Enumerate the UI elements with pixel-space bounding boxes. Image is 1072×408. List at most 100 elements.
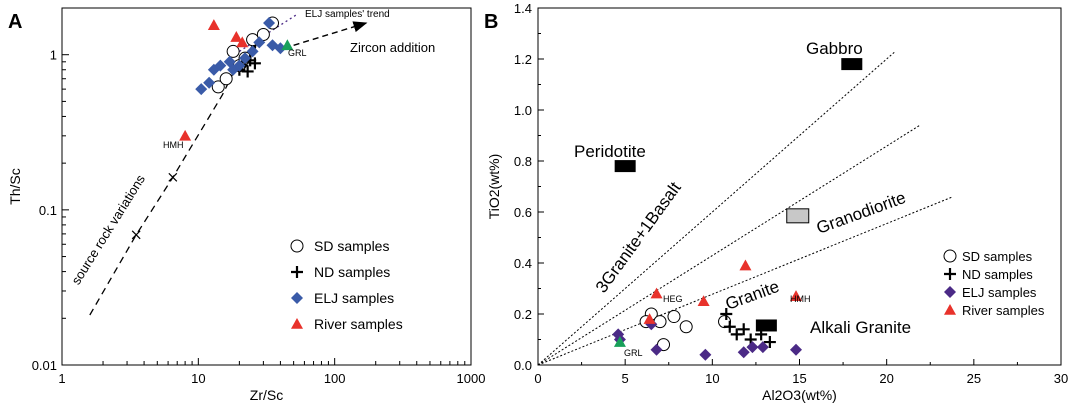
legend-marker [944, 304, 956, 315]
data-point-river-samples [236, 36, 249, 48]
mixing-line [537, 50, 896, 366]
x-tick-label: 10 [705, 371, 719, 386]
legend-label: ELJ samples [962, 285, 1037, 300]
peridotite-label: Peridotite [574, 142, 646, 161]
data-point-elj-samples [274, 42, 287, 55]
hmh-label: HMH [790, 294, 811, 304]
composition-block [786, 208, 810, 224]
data-point-elj-samples [246, 45, 259, 58]
y-tick-label: 0.0 [514, 358, 532, 373]
x-tick-label: 1 [58, 371, 65, 386]
data-point-grl [281, 39, 294, 51]
legend-label: ELJ samples [314, 290, 394, 306]
grl-label: GRL [624, 348, 643, 358]
y-tick-label: 0.8 [514, 154, 532, 169]
x-tick-label: 20 [879, 371, 893, 386]
data-point-nd-samples [737, 323, 750, 336]
data-point-sd-samples [256, 27, 270, 41]
heg-label: HEG [663, 294, 683, 304]
data-point-river-samples [643, 313, 656, 324]
zircon-label: Zircon addition [350, 40, 435, 55]
x-tick-label: 5 [622, 371, 629, 386]
legend-marker [291, 266, 303, 278]
data-point-river-samples [697, 295, 710, 307]
data-point-river-samples [790, 290, 803, 301]
legend-label: SD samples [962, 249, 1033, 264]
data-point-grl [613, 336, 626, 347]
data-point-nd-samples [248, 57, 261, 70]
legend-label: ND samples [314, 264, 390, 280]
y-tick-label: 1.4 [514, 1, 532, 16]
y-tick-label: 1.2 [514, 52, 532, 67]
basalt-mix-label: 3Granite+1Basalt [592, 178, 685, 296]
x-axis-title: Al2O3(wt%) [762, 387, 837, 403]
data-point-river-samples [650, 287, 663, 299]
legend-label: River samples [314, 316, 403, 332]
data-point-nd-samples [241, 65, 254, 78]
granodiorite-label: Granodiorite [814, 188, 908, 238]
panel-b-ticks: 0 5 10 15 20 25 30 0.0 0.2 0.4 0.6 0.8 1.0 1.2 1.4 Al2O… [486, 1, 1068, 403]
mixing-line [537, 124, 921, 366]
data-point-sd-samples [657, 338, 671, 352]
y-axis-title: TiO2(wt%) [486, 154, 502, 220]
panel-a-legend: SD samples ND samples ELJ samples River sam… [290, 238, 403, 332]
source-rock-cross [168, 172, 178, 182]
data-point-nd-samples [730, 328, 743, 341]
panel-a-letter: A [8, 11, 22, 33]
legend-label: SD samples [314, 238, 389, 254]
y-tick-label: 0.6 [514, 205, 532, 220]
source-rock-cross [131, 230, 141, 240]
data-point-elj-samples [790, 343, 803, 356]
data-point-elj-samples [746, 341, 759, 354]
legend-label: ND samples [962, 267, 1033, 282]
data-point-nd-samples [723, 320, 736, 333]
panel-b-annotations: Gabbro Peridotite Granodiorite Alkali Grani… [574, 39, 911, 358]
y-tick-label: 0.2 [514, 307, 532, 322]
x-tick-label: 15 [792, 371, 806, 386]
source-rock-label: source rock variations [68, 172, 148, 288]
data-point-sd-samples [679, 320, 693, 334]
data-point-nd-samples [755, 328, 768, 341]
y-tick-label: 1.0 [514, 103, 532, 118]
x-tick-label: 30 [1054, 371, 1068, 386]
data-point-elj-samples [253, 36, 266, 49]
data-point-sd-samples [219, 72, 233, 86]
legend-marker [944, 286, 956, 298]
composition-block [755, 319, 777, 332]
legend-label: River samples [962, 303, 1045, 318]
data-point-elj-samples [263, 17, 276, 30]
grl-label: GRL [288, 48, 307, 58]
composition-block [841, 58, 863, 71]
y-axis-title: Th/Sc [7, 168, 23, 205]
legend-marker [291, 292, 303, 304]
x-tick-label: 0 [534, 371, 541, 386]
data-point-river-samples [179, 129, 192, 141]
y-tick-label: 0.01 [32, 358, 57, 373]
granite-label: Granite [723, 277, 782, 314]
panel-a-ticks: 1 10 100 1000 0.01 0.1 1 Zr/Sc Th/Sc [7, 7, 486, 403]
panel-a-frame [61, 7, 472, 366]
panel-a: 1 10 100 1000 0.01 0.1 1 Zr/Sc Th/Sc source rock… [7, 7, 486, 403]
x-tick-label: 1000 [457, 371, 486, 386]
legend-marker [944, 268, 956, 280]
alkali-granite-label: Alkali Granite [810, 318, 911, 337]
panel-b-data-marks [612, 259, 803, 361]
legend-marker [943, 249, 957, 263]
panel-b: 0 5 10 15 20 25 30 0.0 0.2 0.4 0.6 0.8 1.0 1.2 1.4 Al2O… [486, 1, 1068, 403]
legend-marker [290, 239, 304, 253]
gabbro-label: Gabbro [806, 39, 863, 58]
data-point-nd-samples [720, 308, 733, 320]
x-tick-label: 25 [967, 371, 981, 386]
data-point-river-samples [207, 19, 220, 30]
x-tick-label: 10 [191, 371, 205, 386]
panel-b-composition-blocks [614, 58, 863, 332]
hmh-label: HMH [163, 140, 184, 150]
y-tick-label: 1 [50, 48, 57, 63]
data-point-sd-samples [667, 310, 681, 324]
panel-b-mixing-lines [537, 50, 954, 366]
data-point-elj-samples [203, 76, 216, 89]
data-point-nd-samples [763, 336, 776, 349]
data-point-elj-samples [756, 341, 769, 354]
panel-b-legend: SD samples ND samples ELJ samples River sam… [943, 249, 1045, 318]
x-axis-title: Zr/Sc [250, 387, 283, 403]
